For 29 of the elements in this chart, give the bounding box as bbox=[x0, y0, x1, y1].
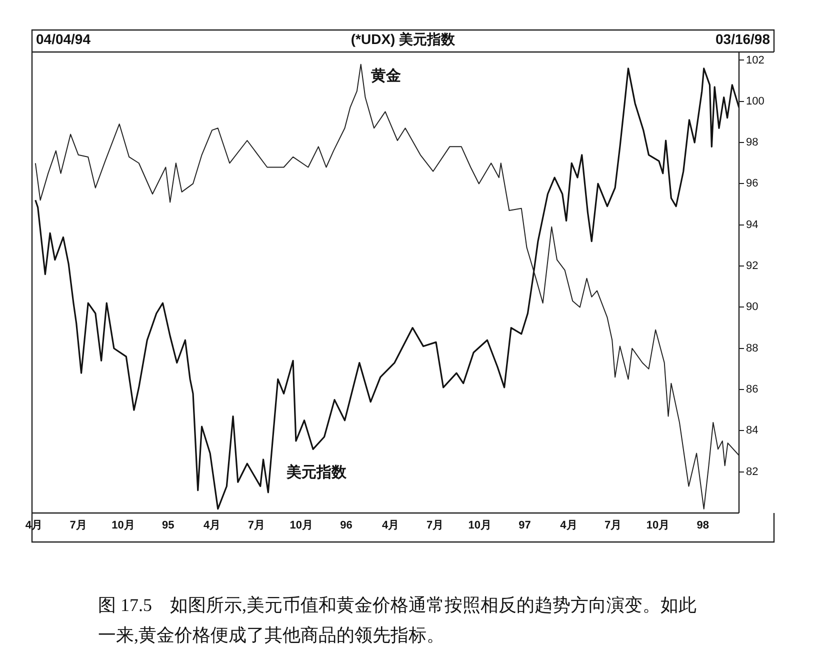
x-tick-label: 7月 bbox=[426, 520, 444, 532]
x-tick-label: 4月 bbox=[382, 520, 400, 532]
x-tick-label: 7月 bbox=[604, 520, 622, 532]
y-tick-label: 94 bbox=[746, 218, 758, 231]
x-tick-label: 98 bbox=[696, 520, 710, 532]
y-tick-label: 90 bbox=[746, 301, 758, 314]
x-tick-label: 10月 bbox=[290, 520, 313, 532]
x-tick-label: 4月 bbox=[203, 520, 221, 532]
x-tick-label: 96 bbox=[340, 520, 352, 532]
x-tick-label: 7月 bbox=[70, 520, 87, 532]
x-tick-label: 97 bbox=[518, 520, 531, 532]
x-tick-label: 95 bbox=[162, 520, 174, 532]
x-tick-label: 4月 bbox=[560, 520, 578, 532]
x-tick-label: 7月 bbox=[248, 520, 266, 532]
caption: 图 17.5 如图所示,美元币值和黄金价格通常按照相反的趋势方向演变。如此一来,黄金价格便成了其他商品的领先指标。 bbox=[98, 594, 698, 647]
y-tick-label: 102 bbox=[746, 54, 764, 66]
series-label: 黄金 bbox=[370, 67, 401, 84]
y-tick-label: 86 bbox=[746, 384, 758, 396]
y-tick-label: 84 bbox=[746, 424, 758, 437]
y-tick-label: 96 bbox=[746, 178, 758, 190]
x-tick-label: 10月 bbox=[646, 520, 670, 532]
x-tick-label: 10月 bbox=[468, 520, 492, 532]
series-label: 美元指数 bbox=[286, 463, 348, 482]
y-tick-label: 100 bbox=[746, 95, 764, 108]
x-tick-label: 10月 bbox=[112, 520, 135, 532]
y-tick-label: 82 bbox=[746, 466, 758, 478]
y-tick-label: 92 bbox=[746, 260, 758, 272]
y-tick-label: 88 bbox=[746, 342, 758, 354]
y-tick-label: 98 bbox=[746, 136, 758, 149]
